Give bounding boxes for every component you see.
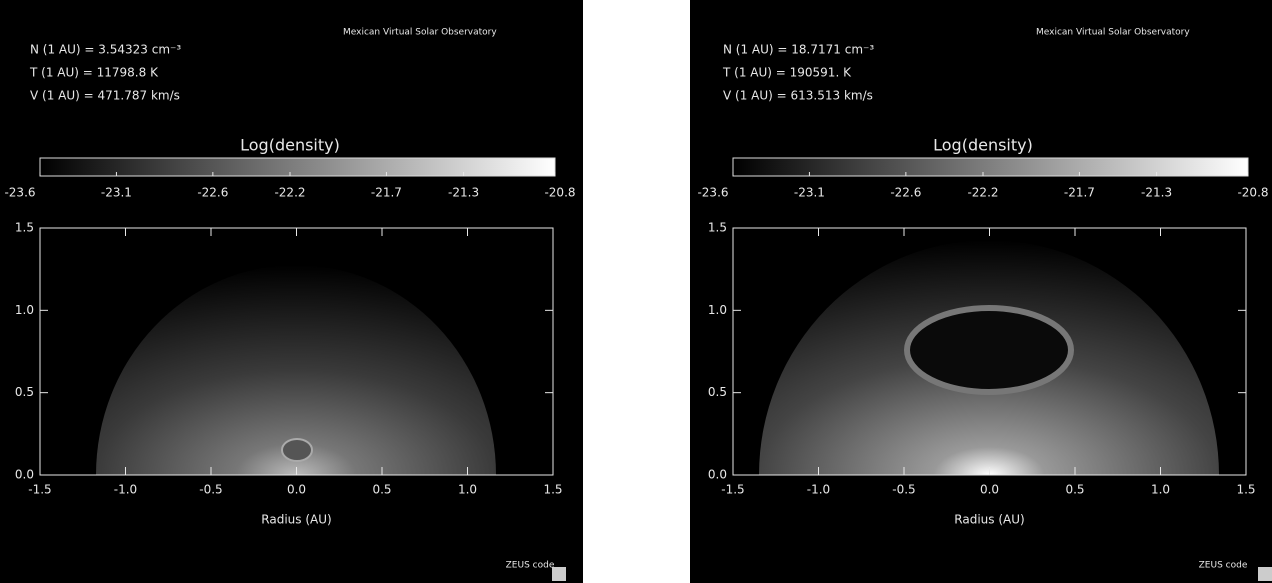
colorbar-label: Log(density) xyxy=(933,136,1033,155)
y-tick-label: 0.0 xyxy=(708,468,727,482)
colorbar-tick-label: -21.7 xyxy=(1064,186,1095,200)
parameter: N (1 AU) = 3.54323 cm⁻³ xyxy=(30,43,181,57)
x-tick-label: -0.5 xyxy=(892,483,915,497)
resize-icon xyxy=(552,567,566,581)
x-tick-label: 1.5 xyxy=(1236,483,1255,497)
colorbar-tick-label: -22.6 xyxy=(197,186,228,200)
observatory: Mexican Virtual Solar Observatory xyxy=(343,28,497,38)
y-tick-label: 1.5 xyxy=(15,221,34,235)
x-axis-label: Radius (AU) xyxy=(954,513,1024,527)
density-field xyxy=(96,265,496,475)
colorbar-label: Log(density) xyxy=(240,136,340,155)
y-tick-label: 1.5 xyxy=(708,221,727,235)
x-tick-label: 0.5 xyxy=(372,483,391,497)
x-tick-label: -1.5 xyxy=(721,483,744,497)
x-tick-label: -1.0 xyxy=(114,483,137,497)
resize-icon xyxy=(1258,567,1272,581)
x-tick-label: -1.0 xyxy=(807,483,830,497)
parameter: T (1 AU) = 11798.8 K xyxy=(29,66,159,80)
colorbar-tick-label: -23.6 xyxy=(4,186,35,200)
x-tick-label: 0.0 xyxy=(287,483,306,497)
y-tick-label: 0.5 xyxy=(708,385,727,399)
parameter: T (1 AU) = 190591. K xyxy=(722,66,852,80)
x-tick-label: 1.5 xyxy=(543,483,562,497)
x-tick-label: -0.5 xyxy=(199,483,222,497)
x-tick-label: 1.0 xyxy=(458,483,477,497)
colorbar xyxy=(732,157,1249,177)
colorbar-tick-label: -21.3 xyxy=(448,186,479,200)
x-tick-label: 1.0 xyxy=(1151,483,1170,497)
y-tick-label: 0.0 xyxy=(15,468,34,482)
colorbar-tick-label: -20.8 xyxy=(1237,186,1268,200)
y-tick-label: 0.5 xyxy=(15,385,34,399)
x-tick-label: 0.5 xyxy=(1065,483,1084,497)
density-bubble xyxy=(281,438,313,462)
colorbar-tick-label: -21.7 xyxy=(371,186,402,200)
parameter: N (1 AU) = 18.7171 cm⁻³ xyxy=(723,43,874,57)
footer: ZEUS code xyxy=(1199,561,1248,571)
y-tick-label: 1.0 xyxy=(15,303,34,317)
y-tick-label: 1.0 xyxy=(708,303,727,317)
parameter: V (1 AU) = 471.787 km/s xyxy=(30,89,180,103)
parameter: V (1 AU) = 613.513 km/s xyxy=(723,89,873,103)
colorbar-tick-label: -22.2 xyxy=(967,186,998,200)
x-tick-label: 0.0 xyxy=(980,483,999,497)
observatory: Mexican Virtual Solar Observatory xyxy=(1036,28,1190,38)
x-tick-label: -1.5 xyxy=(28,483,51,497)
footer: ZEUS code xyxy=(506,561,555,571)
colorbar-tick-label: -21.3 xyxy=(1141,186,1172,200)
colorbar-tick-label: -22.6 xyxy=(890,186,921,200)
x-axis-label: Radius (AU) xyxy=(261,513,331,527)
density-bubble xyxy=(904,305,1074,395)
colorbar xyxy=(39,157,556,177)
colorbar-tick-label: -22.2 xyxy=(274,186,305,200)
colorbar-tick-label: -23.6 xyxy=(697,186,728,200)
colorbar-tick-label: -20.8 xyxy=(544,186,575,200)
colorbar-tick-label: -23.1 xyxy=(101,186,132,200)
colorbar-tick-label: -23.1 xyxy=(794,186,825,200)
